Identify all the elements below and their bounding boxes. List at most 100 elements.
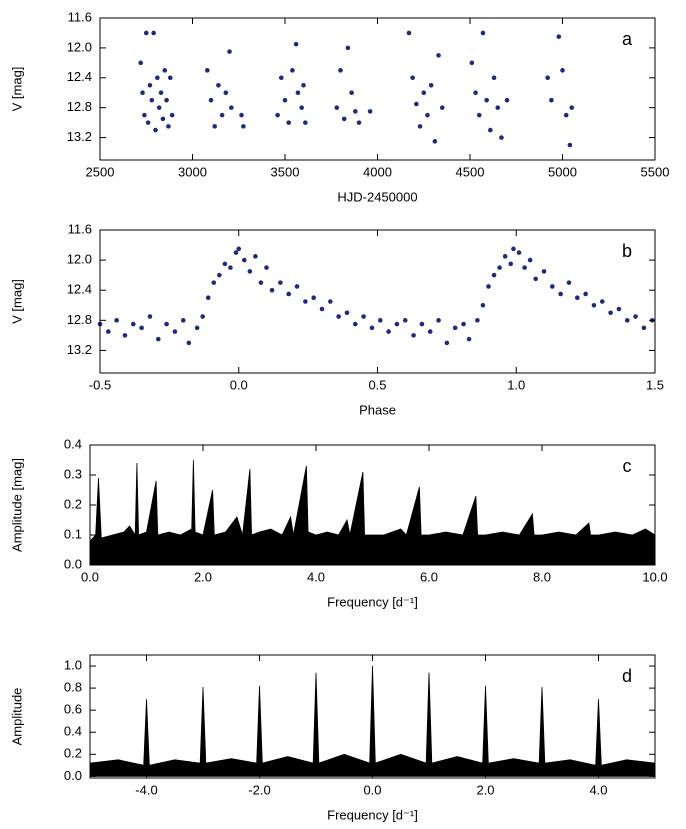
data-point [162,68,168,73]
data-point [142,112,147,118]
data-point [432,139,438,144]
data-point [545,75,550,81]
data-point [155,75,160,81]
data-point [411,333,416,338]
data-point [217,272,222,278]
data-point [140,90,145,96]
data-point [278,280,283,285]
data-point [486,284,491,289]
panel-letter: b [622,241,632,261]
data-point [508,261,513,267]
data-point [166,124,171,129]
data-point [269,287,275,293]
spectrum [89,459,656,566]
data-point [264,265,269,270]
x-tick-label: 8.0 [533,569,551,584]
y-tick-label: 0.0 [64,556,82,571]
data-point [241,124,246,129]
y-tick-label: 0.8 [64,680,82,695]
x-tick-label: 10.0 [642,569,667,584]
data-point [227,49,232,54]
data-point [616,306,622,312]
data-point [205,295,211,301]
data-point [147,82,153,88]
x-tick-label: 0.0 [363,782,381,797]
data-point [169,112,175,118]
data-point [147,314,153,319]
y-tick-label: 13.2 [67,342,92,357]
data-point [569,105,575,110]
y-tick-label: 1.0 [64,657,82,672]
data-point [205,68,210,73]
data-point [295,90,301,96]
x-tick-label: 4.0 [589,782,607,797]
data-point [522,265,527,270]
data-point [527,257,533,263]
x-tick-label: 5500 [641,164,670,179]
data-point [294,284,300,289]
data-point [556,34,562,39]
data-point [361,314,366,319]
plot-frame [99,17,656,161]
x-tick-label: 3000 [178,164,207,179]
panel-letter: d [622,666,632,686]
data-point [299,105,304,110]
data-point [353,109,358,114]
data-point [419,321,425,327]
data-point [200,314,205,319]
y-tick-label: 12.4 [67,282,92,297]
data-point [153,127,158,133]
data-point [436,318,441,323]
y-tick-label: 0.3 [64,466,82,481]
panel-letter: c [623,456,632,476]
data-point [160,116,166,122]
data-point [406,30,412,36]
data-point [311,295,316,301]
data-point [495,105,501,110]
data-point [511,246,516,252]
data-point [344,310,350,316]
data-point [279,75,284,81]
y-tick-label: 13.2 [67,129,92,144]
data-point [303,299,308,304]
data-point [222,261,228,267]
data-point [484,97,489,103]
data-point [164,97,169,103]
data-point [549,97,554,103]
data-point [216,82,221,88]
data-point [583,291,588,297]
data-point [533,276,538,282]
data-point [377,318,383,323]
data-point [608,310,613,316]
data-point [480,302,486,308]
plot-frame [99,229,656,374]
data-point [180,318,186,323]
x-tick-label: 1.0 [507,377,525,392]
data-point [145,120,151,125]
y-tick-label: 11.6 [68,9,92,24]
x-tick-label: 2.0 [476,782,494,797]
data-point [319,306,325,312]
data-point [504,97,510,103]
data-point [566,280,572,285]
x-tick-label: 0.0 [230,377,248,392]
y-tick-label: 0.4 [64,436,82,451]
y-tick-label: 12.8 [67,312,92,327]
data-point [345,45,351,51]
data-point [480,30,486,36]
data-point [410,75,415,81]
data-point [336,314,341,319]
panel: -4.0 -2.0 0.0 2.0 4.0 0.0 0.2 0.4 0.6 0.8 1.0 Frequ… [9,654,656,822]
data-point [151,30,156,36]
x-tick-label: -4.0 [135,782,157,797]
data-point [499,135,504,140]
x-axis-label: Frequency [d⁻¹] [327,807,418,822]
data-point [367,109,373,114]
data-point [469,60,475,66]
x-tick-label: 0.5 [368,377,386,392]
data-point [567,142,573,148]
data-point [338,68,343,73]
data-point [624,318,630,323]
data-point [452,325,458,331]
data-point [353,321,358,327]
